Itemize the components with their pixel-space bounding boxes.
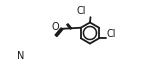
Text: O: O [52, 22, 59, 32]
Text: N: N [16, 51, 24, 61]
Text: Cl: Cl [106, 29, 116, 39]
Text: Cl: Cl [76, 6, 86, 16]
